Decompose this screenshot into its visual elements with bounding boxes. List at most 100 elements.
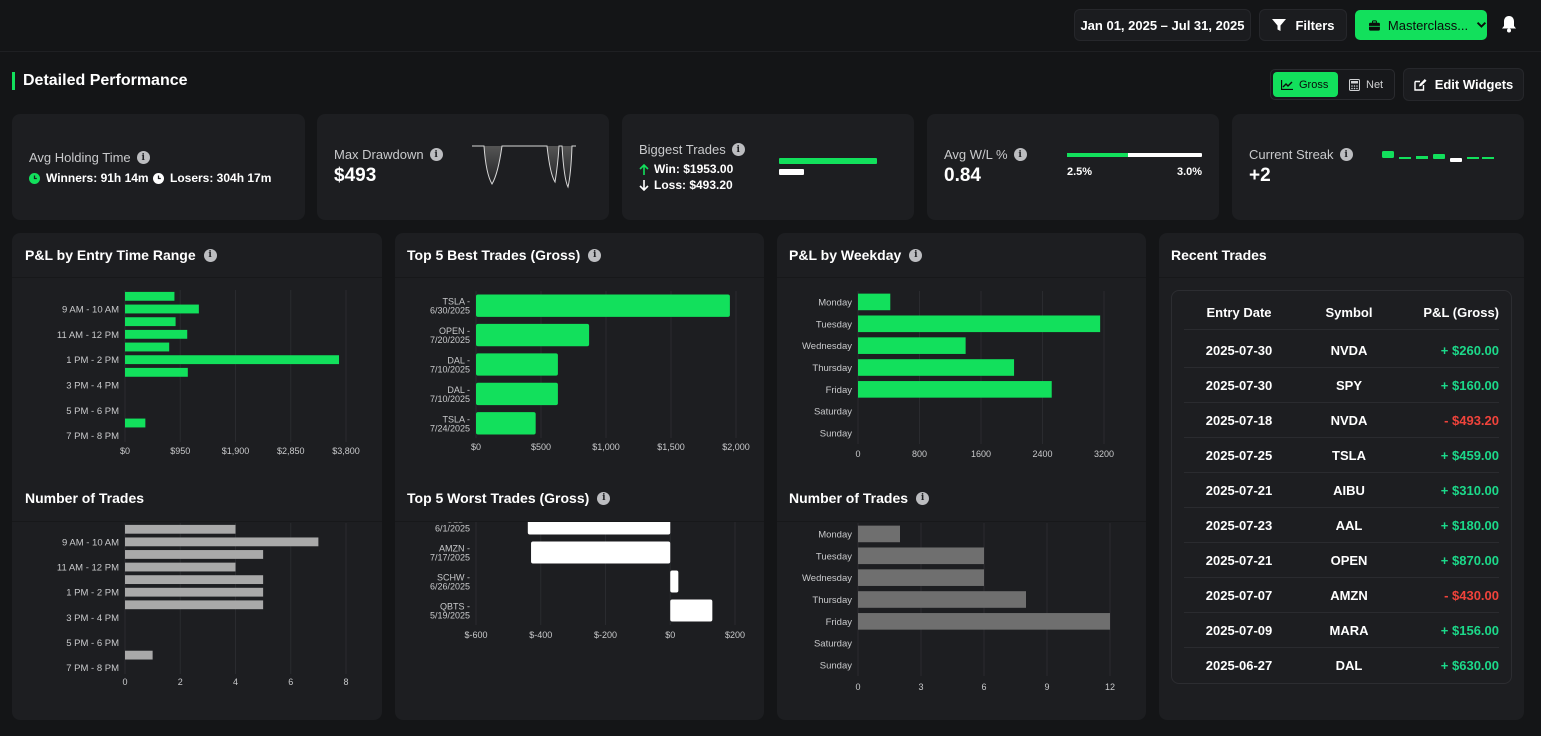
panel-title-text: Top 5 Best Trades (Gross) xyxy=(407,247,581,263)
panel-title-text: Top 5 Worst Trades (Gross) xyxy=(407,490,590,506)
cell-entry-date: 2025-07-25 xyxy=(1205,447,1273,463)
panel-subtitle: Number of Trades i xyxy=(789,490,930,506)
info-icon[interactable]: i xyxy=(597,491,611,505)
info-icon[interactable]: i xyxy=(429,148,443,161)
calculator-icon xyxy=(1349,78,1360,91)
cell-entry-date: 2025-07-23 xyxy=(1205,517,1273,533)
y-tick-label: 9 AM - 10 AM xyxy=(62,537,119,548)
info-icon[interactable]: i xyxy=(731,143,745,156)
cell-pnl: + $870.00 xyxy=(1440,552,1499,568)
account-selector[interactable]: Masterclass... xyxy=(1355,10,1487,40)
stat-label-text: Current Streak xyxy=(1249,147,1334,162)
table-row[interactable]: 2025-07-23 AAL + $180.00 xyxy=(1184,508,1499,543)
header-symbol[interactable]: Symbol xyxy=(1325,304,1373,320)
x-tick-label: $1,000 xyxy=(592,442,620,452)
avg-wl-loss-pct: 3.0% xyxy=(1177,166,1203,178)
clock-green-icon xyxy=(29,172,40,184)
chart-worst-trades: $-600$-400$-200$0$200NVDA -7/24/2025GLD … xyxy=(430,522,745,640)
arrow-up-icon xyxy=(639,163,649,175)
table-row[interactable]: 2025-07-18 NVDA - $493.20 xyxy=(1184,403,1499,438)
y-tick-label: DAL - xyxy=(447,356,470,366)
drawdown-sparkline xyxy=(472,145,576,189)
bar xyxy=(858,569,984,586)
info-icon[interactable]: i xyxy=(916,491,930,505)
cell-entry-date: 2025-07-18 xyxy=(1205,412,1273,428)
clock-white-icon xyxy=(153,172,164,184)
table-row[interactable]: 2025-07-25 TSLA + $459.00 xyxy=(1184,438,1499,473)
table-row[interactable]: 2025-07-21 AIBU + $310.00 xyxy=(1184,473,1499,508)
y-tick-label: Friday xyxy=(826,617,853,628)
bar xyxy=(125,550,264,559)
bar xyxy=(858,381,1052,398)
y-tick-label: 7/10/2025 xyxy=(430,394,470,404)
y-tick-label: Saturday xyxy=(814,639,852,650)
line-chart-icon xyxy=(1281,79,1293,90)
x-tick-label: 2 xyxy=(178,677,183,687)
header-pnl[interactable]: P&L (Gross) xyxy=(1423,304,1499,320)
x-tick-label: 9 xyxy=(1044,682,1049,692)
title-accent-bar xyxy=(12,72,15,90)
x-tick-label: $200 xyxy=(725,630,745,640)
bar xyxy=(125,291,175,301)
info-icon[interactable]: i xyxy=(1013,148,1027,161)
table-row[interactable]: 2025-07-09 MARA + $156.00 xyxy=(1184,613,1499,648)
cell-entry-date: 2025-06-27 xyxy=(1205,658,1273,673)
header-entry-date[interactable]: Entry Date xyxy=(1206,304,1272,320)
filters-label: Filters xyxy=(1295,17,1335,33)
losers-holding-text: Losers: 304h 17m xyxy=(170,171,272,185)
panel-title: P&L by Weekday i xyxy=(789,247,923,263)
y-tick-label: 1 PM - 2 PM xyxy=(66,588,119,599)
info-icon[interactable]: i xyxy=(136,151,150,164)
table-row[interactable]: 2025-07-07 AMZN - $430.00 xyxy=(1184,578,1499,613)
toggle-gross[interactable]: Gross xyxy=(1273,72,1338,97)
winners-holding: Winners: 91h 14m xyxy=(29,171,149,185)
table-row[interactable]: 2025-07-30 NVDA + $260.00 xyxy=(1184,333,1499,368)
losers-holding: Losers: 304h 17m xyxy=(153,171,271,185)
y-tick-label: Friday xyxy=(826,385,853,396)
x-tick-label: $1,500 xyxy=(657,442,685,452)
x-tick-label: $1,900 xyxy=(222,446,250,456)
toggle-net[interactable]: Net xyxy=(1341,72,1393,97)
y-tick-label: Monday xyxy=(818,529,852,540)
y-tick-label: 11 AM - 12 PM xyxy=(57,563,119,574)
y-tick-label: AMZN - xyxy=(439,544,470,554)
table-row[interactable]: 2025-07-30 SPY + $160.00 xyxy=(1184,368,1499,403)
table-row[interactable]: 2025-06-27 DAL + $630.00 xyxy=(1184,648,1499,683)
y-tick-label: 5 PM - 6 PM xyxy=(66,406,119,417)
table-row[interactable]: 2025-07-21 OPEN + $870.00 xyxy=(1184,543,1499,578)
y-tick-label: TSLA - xyxy=(442,297,470,307)
filters-button[interactable]: Filters xyxy=(1259,9,1347,41)
bar xyxy=(476,353,558,376)
edit-widgets-button[interactable]: Edit Widgets xyxy=(1403,68,1524,101)
bell-icon[interactable] xyxy=(1501,15,1517,33)
avg-wl-bar xyxy=(1067,153,1202,157)
chart-weekday-count: 0 3 6 9 12 Monday Tuesday Wednesday Thursday Frid… xyxy=(802,523,1115,692)
y-tick-label: 3 PM - 4 PM xyxy=(66,613,119,624)
info-icon[interactable]: i xyxy=(588,248,602,262)
y-tick-label: 5/19/2025 xyxy=(430,611,470,621)
panel-title-text: Recent Trades xyxy=(1171,247,1267,263)
info-icon[interactable]: i xyxy=(909,248,923,262)
x-tick-label: 1600 xyxy=(971,449,991,459)
stat-current-streak-label: Current Streak i xyxy=(1249,147,1353,162)
panel-title: Top 5 Best Trades (Gross) i xyxy=(407,247,602,263)
cell-symbol: NVDA xyxy=(1330,342,1368,358)
info-icon[interactable]: i xyxy=(1339,148,1353,161)
bar xyxy=(125,650,153,660)
info-icon[interactable]: i xyxy=(203,248,217,262)
y-tick-label: 7/17/2025 xyxy=(430,553,470,563)
biggest-loss-text: Loss: $493.20 xyxy=(654,178,733,192)
streak-sparkline xyxy=(1382,151,1494,162)
stat-label-text: Biggest Trades xyxy=(639,142,726,157)
panel-divider xyxy=(777,277,1146,278)
x-tick-label: 2400 xyxy=(1032,449,1052,459)
stat-avg-holding-label: Avg Holding Time i xyxy=(29,150,150,165)
date-range-picker[interactable]: Jan 01, 2025 – Jul 31, 2025 xyxy=(1074,9,1251,41)
bar xyxy=(125,587,264,597)
chevron-down-icon xyxy=(1476,22,1487,28)
page-title: Detailed Performance xyxy=(12,72,188,90)
cell-pnl: + $459.00 xyxy=(1440,447,1499,463)
x-tick-label: $-400 xyxy=(529,630,552,640)
x-tick-label: $500 xyxy=(531,442,551,452)
